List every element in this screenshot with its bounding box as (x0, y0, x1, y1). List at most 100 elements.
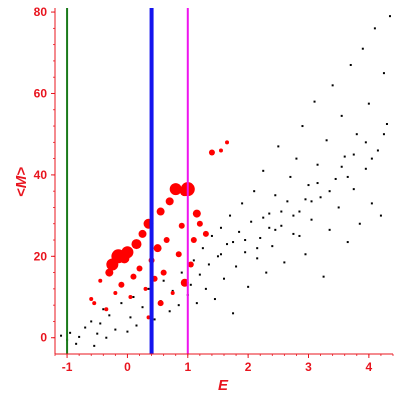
background-point (69, 331, 72, 334)
background-point (325, 139, 328, 142)
background-point (367, 102, 370, 105)
background-point (298, 210, 301, 213)
highlight-point (121, 246, 134, 259)
x-axis-title: E (218, 377, 229, 394)
background-point (241, 202, 244, 205)
background-point (114, 328, 117, 331)
highlight-point (175, 251, 182, 258)
background-point (132, 296, 135, 299)
background-point (328, 228, 331, 231)
background-point (204, 287, 207, 290)
background-point (84, 326, 87, 329)
background-point (207, 263, 210, 266)
background-point (256, 257, 259, 260)
background-point (337, 206, 340, 209)
highlight-point (131, 239, 142, 250)
background-point (268, 226, 271, 229)
highlight-point (104, 307, 109, 312)
background-point (331, 84, 334, 87)
background-point (307, 184, 310, 187)
background-point (292, 232, 295, 235)
background-point (219, 253, 222, 256)
background-point (292, 214, 295, 217)
background-point (280, 210, 283, 213)
background-point (102, 308, 105, 311)
highlight-point (113, 290, 118, 295)
y-tick-label: 60 (34, 86, 48, 100)
background-point (180, 271, 183, 274)
background-point (334, 177, 337, 180)
highlight-point (169, 183, 182, 196)
background-point (265, 271, 268, 274)
background-point (135, 324, 138, 327)
background-point (232, 241, 235, 244)
background-point (213, 298, 216, 301)
background-point (376, 149, 379, 152)
background-point (277, 145, 280, 148)
x-tick-label: 2 (245, 360, 252, 374)
background-point (364, 141, 367, 144)
highlight-point (192, 209, 201, 218)
y-tick-label: 20 (34, 249, 48, 263)
highlight-point (130, 273, 137, 280)
highlight-point (196, 220, 203, 227)
background-point (171, 289, 174, 292)
background-point (162, 279, 165, 282)
vertical-lines-layer (66, 8, 189, 354)
background-point (301, 125, 304, 128)
highlight-point (165, 197, 174, 206)
highlight-point (156, 207, 165, 216)
background-point (129, 316, 132, 319)
background-point (271, 245, 274, 248)
background-point (177, 304, 180, 307)
background-point (310, 218, 313, 221)
background-point (382, 72, 385, 75)
background-point (235, 265, 238, 268)
background-point (370, 157, 373, 160)
background-point (352, 188, 355, 191)
background-point (247, 285, 250, 288)
background-point (364, 167, 367, 170)
background-point (355, 133, 358, 136)
background-point (322, 275, 325, 278)
background-point (352, 153, 355, 156)
background-point (388, 15, 391, 18)
background-point (262, 216, 265, 219)
background-point (379, 214, 382, 217)
background-point (280, 224, 283, 227)
background-point (226, 243, 229, 246)
background-point (244, 239, 247, 242)
background-point (244, 251, 247, 254)
y-tick-label: 0 (40, 331, 47, 345)
background-points-layer (60, 15, 391, 347)
highlight-point (128, 295, 133, 300)
background-point (99, 322, 102, 325)
highlight-point (225, 140, 230, 145)
background-point (286, 200, 289, 203)
background-point (141, 306, 144, 309)
y-axis-title: <M> (13, 167, 30, 197)
background-point (90, 320, 93, 323)
highlight-point (153, 244, 162, 253)
background-point (250, 220, 253, 223)
background-point (340, 165, 343, 168)
background-point (268, 212, 271, 215)
highlight-point (92, 301, 97, 306)
background-point (283, 261, 286, 264)
background-point (105, 336, 108, 339)
background-point (385, 123, 388, 126)
background-point (253, 190, 256, 193)
background-point (192, 259, 195, 262)
background-point (219, 226, 222, 229)
highlight-point (138, 229, 147, 238)
y-tick-label: 80 (34, 5, 48, 19)
background-point (223, 277, 225, 280)
background-point (313, 100, 316, 103)
background-point (262, 169, 265, 172)
background-point (304, 253, 307, 256)
background-point (153, 318, 156, 321)
highlight-point (105, 268, 114, 277)
highlight-point (170, 290, 175, 295)
background-point (346, 241, 349, 244)
